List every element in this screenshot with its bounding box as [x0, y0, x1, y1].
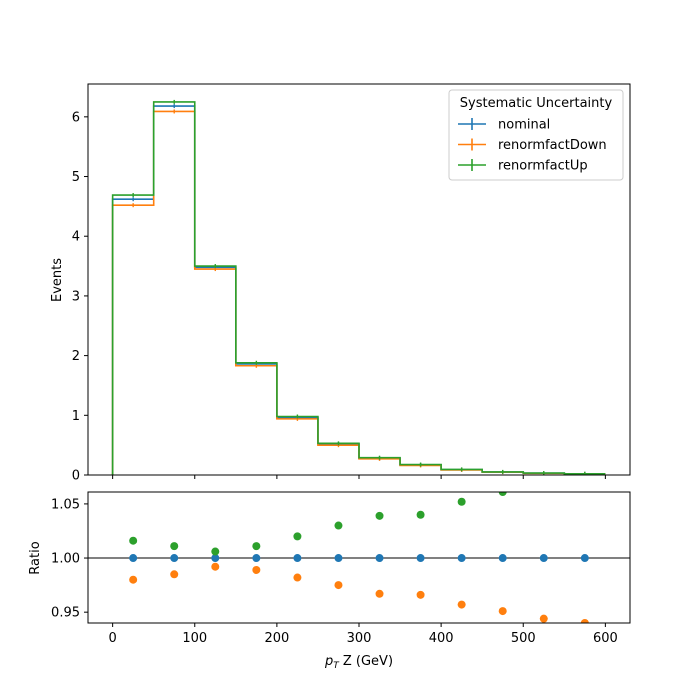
main-y-axis-label: Events: [50, 258, 65, 302]
legend-label-nominal: nominal: [498, 118, 550, 133]
ratio-point-renormfactUp-3: [252, 542, 261, 551]
ratio-point-renormfactDown-2: [211, 562, 220, 571]
ratio-x-tick-label-400: 400: [429, 631, 454, 646]
main-y-tick-label-3: 3: [72, 289, 80, 304]
main-y-tick-label-5: 5: [72, 170, 80, 185]
legend-title: Systematic Uncertainty: [460, 96, 613, 111]
ratio-x-ticks: 0 100 200 300 400 500 600: [108, 623, 618, 646]
histogram-step-renormfactUp: [111, 101, 606, 475]
ratio-point-nominal-0: [129, 554, 138, 563]
legend-label-renormfactUp: renormfactUp: [498, 159, 588, 174]
ratio-x-tick-label-300: 300: [347, 631, 372, 646]
ratio-point-nominal-6: [375, 554, 384, 563]
ratio-point-nominal-8: [457, 554, 466, 563]
ratio-x-tick-label-200: 200: [264, 631, 289, 646]
ratio-y-ticks: 0.95 1.00 1.05: [51, 497, 88, 621]
ratio-point-renormfactUp-4: [293, 532, 302, 541]
ratio-point-renormfactDown-6: [375, 589, 384, 598]
main-y-ticks: 0 1 2 3 4 5 6: [72, 110, 88, 484]
ratio-point-renormfactDown-4: [293, 573, 302, 582]
ratio-point-renormfactDown-3: [252, 565, 261, 574]
ratio-point-renormfactUp-10: [540, 478, 548, 486]
ratio-series-group: [129, 478, 589, 623]
ratio-point-renormfactDown-1: [170, 570, 179, 579]
legend-frame: [448, 89, 624, 181]
ratio-point-nominal-3: [252, 554, 261, 563]
ratio-point-renormfactUp-0: [129, 536, 138, 545]
ratio-point-nominal-7: [416, 554, 425, 563]
ratio-point-renormfactUp-7: [416, 510, 425, 519]
main-y-tick-label-4: 4: [72, 230, 80, 245]
ratio-panel-frame: [87, 491, 631, 624]
ratio-point-renormfactDown-9: [498, 607, 507, 616]
main-y-tick-label-0: 0: [72, 469, 80, 484]
ratio-point-renormfactDown-10: [539, 614, 548, 623]
ratio-point-renormfactDown-7: [416, 590, 425, 599]
ratio-point-renormfactDown-8: [457, 600, 466, 609]
histogram-series-group: [111, 99, 606, 475]
ratio-point-nominal-9: [498, 554, 507, 563]
ratio-point-renormfactUp-9: [498, 492, 507, 496]
ratio-y-tick-label-1.00: 1.00: [51, 552, 80, 567]
main-y-tick-label-1: 1: [72, 409, 80, 424]
x-axis-label: pT Z (GeV): [324, 654, 393, 671]
ratio-point-renormfactUp-2: [211, 547, 220, 556]
ratio-y-tick-label-1.05: 1.05: [51, 497, 80, 512]
ratio-point-nominal-10: [539, 554, 548, 563]
ratio-point-nominal-4: [293, 554, 302, 563]
legend-items: nominal renormfactDown renormfactUp: [458, 118, 607, 174]
ratio-point-renormfactDown-5: [334, 581, 343, 590]
ratio-x-tick-label-600: 600: [593, 631, 618, 646]
ratio-x-tick-label-100: 100: [182, 631, 207, 646]
main-x-ticks: [112, 475, 606, 479]
ratio-y-axis-label: Ratio: [28, 541, 43, 574]
ratio-x-tick-label-500: 500: [511, 631, 536, 646]
ratio-point-renormfactUp-1: [170, 542, 179, 551]
ratio-point-nominal-2: [211, 554, 220, 563]
ratio-point-nominal-11: [580, 554, 589, 563]
ratio-point-nominal-5: [334, 554, 343, 563]
ratio-point-renormfactUp-5: [334, 521, 343, 530]
ratio-point-renormfactUp-8: [457, 497, 466, 506]
ratio-x-tick-label-0: 0: [108, 631, 116, 646]
ratio-point-nominal-1: [170, 554, 179, 563]
main-y-tick-label-6: 6: [72, 110, 80, 125]
legend-label-renormfactDown: renormfactDown: [498, 138, 607, 153]
main-y-tick-label-2: 2: [72, 349, 80, 364]
ratio-y-tick-label-0.95: 0.95: [51, 606, 80, 621]
ratio-point-renormfactDown-11: [580, 619, 589, 623]
ratio-panel: 0 100 200 300 400 500 600 0.95 1.00 1.05 Ratio p…: [28, 478, 631, 671]
ratio-point-renormfactDown-0: [129, 575, 138, 584]
main-panel: 0 1 2 3 4 5 6 Events Systematic Uncertainty no…: [50, 83, 631, 484]
ratio-point-renormfactUp-6: [375, 511, 384, 520]
legend: Systematic Uncertainty nominal renormfact…: [448, 89, 624, 181]
